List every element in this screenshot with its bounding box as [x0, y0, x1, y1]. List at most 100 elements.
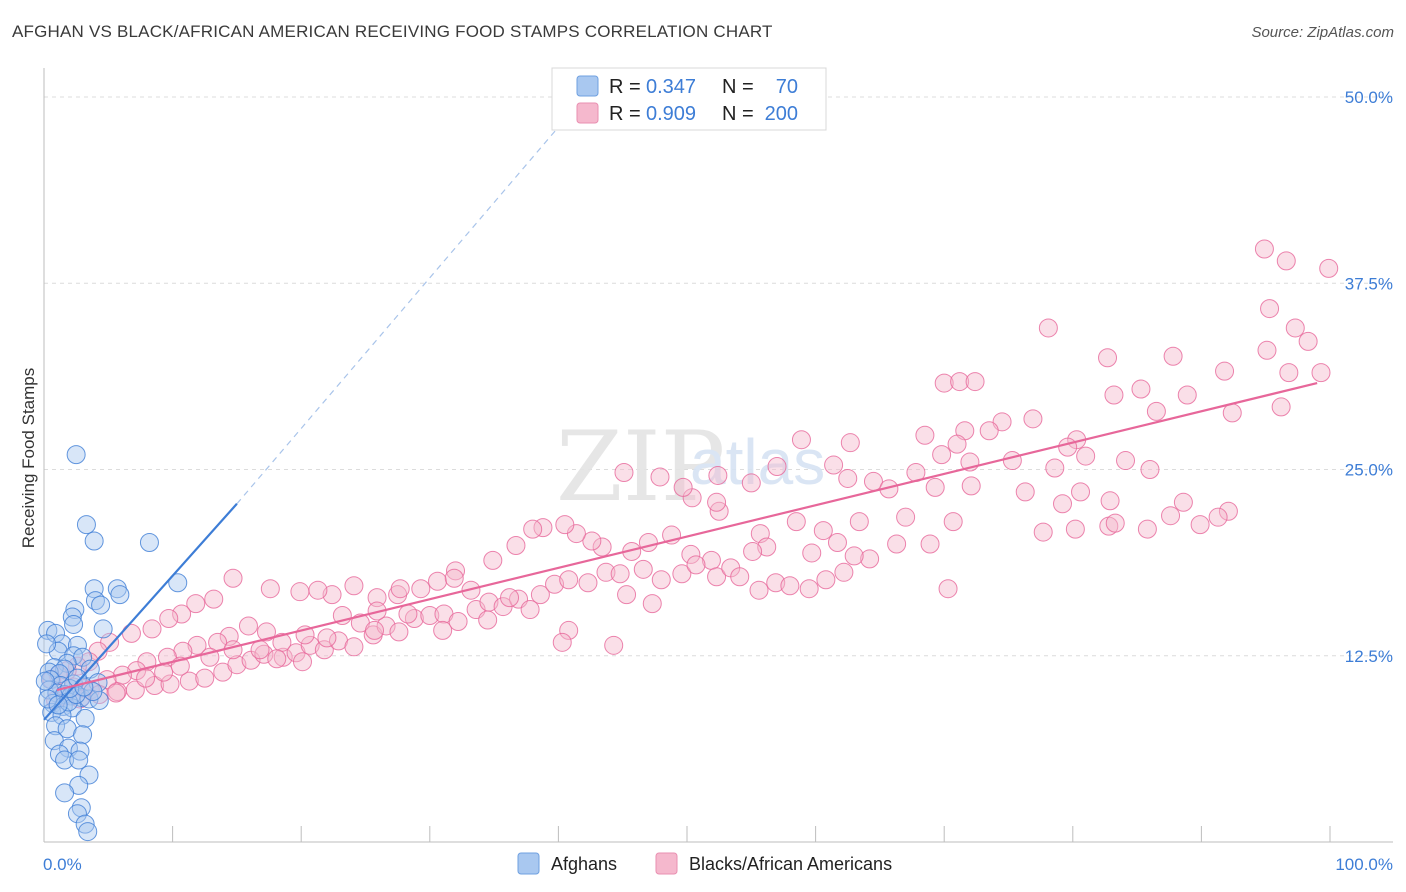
blacks-point-96	[428, 571, 448, 591]
blacks-point-23	[979, 421, 999, 441]
blacks-point-91	[533, 518, 553, 538]
blacks-point-8	[1163, 346, 1183, 366]
blacks-point-50	[1071, 482, 1091, 502]
blacks-point-195	[106, 683, 126, 703]
blacks-point-10	[1215, 361, 1235, 381]
afghans-point-61	[35, 671, 55, 691]
blacks-point-170	[500, 588, 520, 608]
blacks-point-48	[961, 476, 981, 496]
trend-lines	[43, 96, 1318, 721]
blacks-point-208	[478, 610, 498, 630]
blacks-point-88	[582, 531, 602, 551]
afghans-point-59	[78, 822, 98, 842]
afghans-point-2	[84, 531, 104, 551]
bottom-legend-label-blacks: Blacks/African Americans	[689, 854, 892, 874]
blacks-point-109	[159, 609, 179, 628]
blacks-point-35	[1002, 451, 1022, 471]
x-tick-label-right: 100.0%	[1335, 855, 1393, 874]
blacks-point-65	[896, 507, 916, 527]
afghans-point-9	[91, 595, 111, 615]
blacks-point-63	[943, 512, 963, 532]
afghans-point-58	[75, 814, 95, 834]
bottom-legend-swatch-blacks	[655, 852, 678, 875]
blacks-point-74	[813, 521, 833, 541]
blacks-point-167	[844, 546, 864, 566]
y-tick-label-1: 25.0%	[1345, 461, 1393, 480]
bottom-legend-swatch-afghans	[517, 852, 540, 875]
blacks-point-1	[1276, 251, 1296, 271]
blacks-point-20	[1222, 403, 1242, 423]
blacks-point-183	[187, 635, 207, 655]
afghans-trend-line	[43, 503, 238, 721]
blacks-trend-line	[56, 382, 1318, 692]
blacks-point-172	[444, 568, 464, 588]
blacks-point-55	[1218, 501, 1238, 521]
blacks-point-110	[142, 619, 162, 639]
blacks-point-49	[1015, 482, 1035, 502]
blacks-point-162	[766, 573, 786, 593]
blacks-point-180	[238, 616, 258, 636]
legend-n-label-pink: N =	[722, 103, 754, 125]
blacks-point-151	[578, 573, 598, 593]
blacks-point-34	[1140, 460, 1160, 479]
blacks-point-169	[559, 620, 579, 640]
blacks-point-13	[934, 373, 954, 393]
afghans-point-60	[37, 634, 57, 654]
blacks-point-126	[195, 668, 215, 688]
blacks-point-143	[448, 611, 468, 631]
afghans-point-50	[49, 744, 69, 764]
blacks-point-24	[1023, 409, 1043, 429]
legend-r-label-blue: R =	[609, 76, 641, 98]
blacks-point-79	[802, 543, 822, 563]
blacks-point-39	[824, 455, 844, 475]
afghans-point-53	[79, 765, 99, 785]
afghans-point-43	[75, 708, 95, 728]
blacks-point-29	[1058, 437, 1078, 457]
blacks-point-40	[767, 457, 787, 477]
blacks-point-154	[633, 559, 653, 579]
blacks-point-111	[121, 623, 141, 643]
afghans-point-10	[65, 600, 85, 620]
blacks-point-161	[749, 580, 769, 600]
pink-series-points	[42, 239, 1339, 710]
blacks-point-104	[260, 579, 280, 599]
blacks-point-136	[344, 637, 364, 657]
blacks-point-201	[250, 640, 270, 660]
blacks-point-196	[136, 668, 156, 688]
blacks-point-33	[1116, 451, 1136, 471]
blacks-point-56	[1190, 515, 1210, 535]
blacks-point-139	[389, 622, 409, 642]
blacks-point-165	[816, 570, 836, 590]
afghans-point-11	[62, 607, 82, 627]
blacks-point-202	[267, 649, 287, 669]
blacks-point-212	[642, 594, 662, 614]
blacks-point-61	[1105, 513, 1125, 533]
afghans-point-1	[76, 515, 96, 535]
afghans-point-0	[66, 445, 86, 465]
blacks-point-101	[322, 585, 342, 605]
blacks-point-42	[741, 473, 761, 493]
blacks-point-125	[179, 671, 199, 691]
blacks-point-107	[186, 594, 206, 614]
afghans-point-15	[93, 619, 113, 639]
blacks-point-87	[592, 537, 612, 557]
blacks-point-138	[376, 616, 396, 636]
afghans-point-56	[71, 798, 91, 818]
blacks-point-57	[1137, 519, 1157, 539]
blacks-point-155	[651, 570, 671, 590]
blacks-point-62	[1208, 507, 1228, 527]
blacks-point-81	[743, 541, 763, 561]
blacks-point-133	[300, 635, 320, 655]
x-tick-label-left: 0.0%	[43, 855, 82, 874]
blacks-point-106	[204, 589, 224, 609]
blacks-point-160	[730, 567, 750, 587]
blacks-point-17	[1131, 379, 1151, 399]
blacks-point-59	[1065, 519, 1085, 539]
blacks-point-16	[1177, 385, 1197, 405]
blacks-point-157	[686, 555, 706, 575]
blacks-point-60	[1033, 522, 1053, 542]
y-tick-labels: 12.5% 25.0% 37.5% 50.0%	[1345, 88, 1393, 666]
blacks-point-206	[398, 604, 418, 624]
blacks-point-207	[433, 620, 453, 640]
